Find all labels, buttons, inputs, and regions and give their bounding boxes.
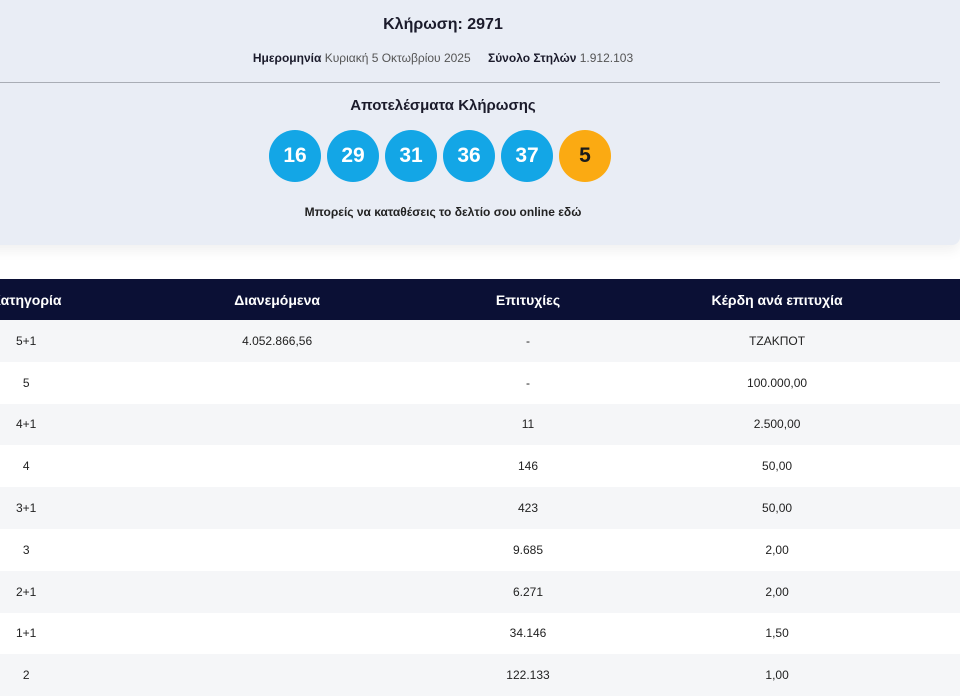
cell-prize: 1,50 bbox=[584, 612, 960, 655]
winning-numbers: 16 29 31 36 37 5 bbox=[269, 130, 611, 182]
bonus-ball: 5 bbox=[559, 130, 611, 182]
cell-winners: 11 bbox=[471, 403, 585, 446]
cell-winners: 423 bbox=[471, 487, 585, 529]
cell-prize: 100.000,00 bbox=[584, 361, 960, 404]
header-winners: Επιτυχίες bbox=[471, 279, 585, 320]
table-row: 4+1 11 2.500,00 bbox=[0, 403, 960, 446]
cell-prize: ΤΖΑΚΠΟΤ bbox=[584, 320, 960, 362]
date-value: Κυριακή 5 Οκτωβρίου 2025 bbox=[324, 51, 471, 65]
cell-prize: 2,00 bbox=[584, 528, 960, 571]
table-row: 1+1 34.146 1,50 bbox=[0, 612, 960, 655]
table-row: 5 -100.000,00 bbox=[0, 361, 960, 404]
cell-category: 3+1 bbox=[0, 487, 83, 529]
number-ball: 31 bbox=[385, 130, 437, 182]
cell-prize: 2.500,00 bbox=[584, 403, 960, 446]
number-ball: 16 bbox=[269, 130, 321, 182]
table-header: Κατηγορία Διανεμόμενα Επιτυχίες Κέρδη αν… bbox=[0, 279, 960, 320]
cell-category: 5 bbox=[0, 361, 83, 404]
table-row: 3+1 423 50,00 bbox=[0, 487, 960, 529]
cell-distributed: 4.052.866,56 bbox=[82, 320, 472, 362]
cell-category: 4 bbox=[0, 445, 83, 488]
header-distributed: Διανεμόμενα bbox=[82, 279, 472, 320]
cell-distributed bbox=[82, 445, 472, 488]
cell-winners: - bbox=[471, 361, 585, 404]
cell-distributed bbox=[82, 612, 472, 655]
cell-distributed bbox=[82, 487, 472, 529]
header-category: Κατηγορία bbox=[0, 279, 83, 320]
cell-distributed bbox=[82, 570, 472, 613]
divider bbox=[0, 82, 940, 83]
prize-table: Κατηγορία Διανεμόμενα Επιτυχίες Κέρδη αν… bbox=[0, 279, 960, 696]
cell-winners: 146 bbox=[471, 445, 585, 488]
cell-category: 3 bbox=[0, 528, 83, 571]
number-ball: 37 bbox=[501, 130, 553, 182]
cell-prize: 1,00 bbox=[584, 654, 960, 696]
number-ball: 29 bbox=[327, 130, 379, 182]
table-row: 5+1 4.052.866,56- ΤΖΑΚΠΟΤ bbox=[0, 320, 960, 362]
columns-value: 1.912.103 bbox=[579, 51, 634, 65]
number-ball: 36 bbox=[443, 130, 495, 182]
cell-prize: 50,00 bbox=[584, 445, 960, 488]
table-row: 4 146 50,00 bbox=[0, 445, 960, 488]
columns-label: Σύνολο Στηλών bbox=[488, 51, 577, 65]
cell-winners: - bbox=[471, 320, 585, 362]
cell-winners: 9.685 bbox=[471, 528, 585, 571]
cell-category: 4+1 bbox=[0, 403, 83, 446]
cell-winners: 34.146 bbox=[471, 612, 585, 655]
draw-info-panel bbox=[0, 0, 960, 245]
cell-distributed bbox=[82, 361, 472, 404]
draw-meta: Ημερομηνία Κυριακή 5 Οκτωβρίου 2025 Σύνο… bbox=[0, 51, 886, 65]
header-prize: Κέρδη ανά επιτυχία bbox=[584, 279, 960, 320]
cell-winners: 6.271 bbox=[471, 570, 585, 613]
cell-distributed bbox=[82, 654, 472, 696]
cell-distributed bbox=[82, 528, 472, 571]
cell-winners: 122.133 bbox=[471, 654, 585, 696]
cell-category: 1+1 bbox=[0, 612, 83, 655]
online-betting-link[interactable]: Μπορείς να καταθέσεις το δελτίο σου onli… bbox=[304, 205, 582, 219]
table-row: 2+1 6.271 2,00 bbox=[0, 570, 960, 613]
cell-distributed bbox=[82, 403, 472, 446]
cell-category: 2+1 bbox=[0, 570, 83, 613]
cell-prize: 50,00 bbox=[584, 487, 960, 529]
cell-category: 5+1 bbox=[0, 320, 83, 362]
cell-category: 2 bbox=[0, 654, 83, 696]
date-label: Ημερομηνία bbox=[252, 51, 322, 65]
table-row: 3 9.685 2,00 bbox=[0, 528, 960, 571]
table-row: 2 122.133 1,00 bbox=[0, 654, 960, 696]
results-title: Αποτελέσματα Κλήρωσης bbox=[350, 97, 536, 114]
cell-prize: 2,00 bbox=[584, 570, 960, 613]
draw-title: Κλήρωση: 2971 bbox=[383, 16, 503, 33]
